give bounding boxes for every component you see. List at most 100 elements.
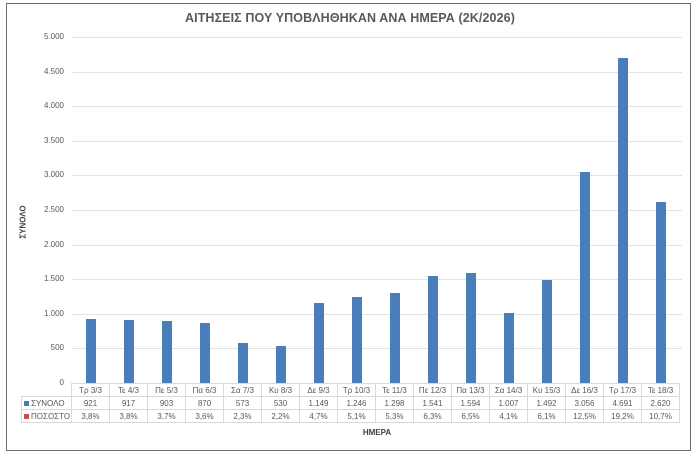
data-table: Τρ 3/3 Τε 4/3 Πε 5/3 Πα 6/3 Σα 7/3 Κυ 8/3 Δε 9… xyxy=(21,383,680,423)
percent-value-cell: 12,5% xyxy=(565,409,604,423)
gridline xyxy=(72,245,682,246)
data-table-header-row: Τρ 3/3 Τε 4/3 Πε 5/3 Πα 6/3 Σα 7/3 Κυ 8/3 Δε 9… xyxy=(21,383,680,397)
legend-label-total: ΣΥΝΟΛΟ xyxy=(31,398,65,408)
total-value-cell: 921 xyxy=(71,396,110,410)
bar[interactable] xyxy=(466,272,476,383)
bar[interactable] xyxy=(314,303,324,383)
total-value-cell: 870 xyxy=(185,396,224,410)
total-value-cell: 2.620 xyxy=(641,396,680,410)
gridline xyxy=(72,37,682,38)
gridline xyxy=(72,72,682,73)
y-tick-label: 3.000 xyxy=(43,170,64,180)
category-label: Σα 14/3 xyxy=(489,383,528,397)
percent-value-cell: 5,3% xyxy=(375,409,414,423)
category-label: Τρ 17/3 xyxy=(603,383,642,397)
category-label: Τε 4/3 xyxy=(109,383,148,397)
y-tick-label: 500 xyxy=(50,343,64,353)
y-tick-label: 1.500 xyxy=(43,274,64,284)
percent-value-cell: 3,6% xyxy=(185,409,224,423)
percent-value-cell: 4,1% xyxy=(489,409,528,423)
y-tick-label: 4.000 xyxy=(43,101,64,111)
percent-value-cell: 3,7% xyxy=(147,409,186,423)
total-value-cell: 1.149 xyxy=(299,396,338,410)
category-label: Πε 5/3 xyxy=(147,383,186,397)
y-tick-label: 1.000 xyxy=(43,308,64,318)
percent-value-cell: 5,1% xyxy=(337,409,376,423)
legend-key-percent xyxy=(24,413,29,419)
bar[interactable] xyxy=(580,171,590,383)
percent-value-cell: 6,3% xyxy=(413,409,452,423)
percent-value-cell: 10,7% xyxy=(641,409,680,423)
data-table-row-total: ΣΥΝΟΛΟ 921 917 903 870 573 530 1.149 1.246 1.298… xyxy=(21,396,680,410)
total-value-cell: 530 xyxy=(261,396,300,410)
percent-value-cell: 6,1% xyxy=(527,409,566,423)
percent-value-cell: 3,8% xyxy=(109,409,148,423)
bar[interactable] xyxy=(618,58,628,383)
total-value-cell: 1.298 xyxy=(375,396,414,410)
total-value-cell: 3.056 xyxy=(565,396,604,410)
total-value-cell: 917 xyxy=(109,396,148,410)
percent-value-cell: 2,2% xyxy=(261,409,300,423)
gridline xyxy=(72,175,682,176)
category-label: Πε 12/3 xyxy=(413,383,452,397)
y-tick-label: 5.000 xyxy=(43,32,64,41)
gridline xyxy=(72,141,682,142)
bar[interactable] xyxy=(86,319,96,383)
category-label: Σα 7/3 xyxy=(223,383,262,397)
bar[interactable] xyxy=(428,276,438,383)
gridline xyxy=(72,348,682,349)
category-label: Τε 18/3 xyxy=(641,383,680,397)
category-label: Τρ 10/3 xyxy=(337,383,376,397)
category-label: Δε 16/3 xyxy=(565,383,604,397)
legend-entry-total: ΣΥΝΟΛΟ xyxy=(21,396,72,410)
percent-value-cell: 2,3% xyxy=(223,409,262,423)
percent-value-cell: 3,8% xyxy=(71,409,110,423)
gridline xyxy=(72,210,682,211)
legend-key-total xyxy=(24,400,29,406)
x-axis-label: ΗΜΕΡΑ xyxy=(362,428,392,437)
total-value-cell: 573 xyxy=(223,396,262,410)
bar[interactable] xyxy=(162,320,172,383)
y-tick-label: 2.500 xyxy=(43,205,64,214)
bar[interactable] xyxy=(352,296,362,383)
y-tick-label: 3.500 xyxy=(43,135,64,145)
category-label: Τε 11/3 xyxy=(375,383,414,397)
bar[interactable] xyxy=(504,313,514,383)
chart-frame xyxy=(6,3,691,451)
total-value-cell: 903 xyxy=(147,396,186,410)
gridline xyxy=(72,106,682,107)
gridline xyxy=(72,279,682,280)
total-value-cell: 1.492 xyxy=(527,396,566,410)
bar[interactable] xyxy=(390,293,400,383)
bar[interactable] xyxy=(542,279,552,383)
y-tick-label: 4.500 xyxy=(43,66,64,76)
category-label: Πα 6/3 xyxy=(185,383,224,397)
data-table-row-percent: ΠΟΣΟΣΤΟ 3,8% 3,8% 3,7% 3,6% 2,3% 2,2% 4,7% 5,1%… xyxy=(21,409,680,423)
bar[interactable] xyxy=(124,319,134,383)
percent-value-cell: 4,7% xyxy=(299,409,338,423)
bar[interactable] xyxy=(276,346,286,383)
chart-title: ΑΙΤΗΣΕΙΣ ΠΟΥ ΥΠΟΒΛΗΘΗΚΑΝ ΑΝΑ ΗΜΕΡΑ (2Κ/2… xyxy=(185,11,515,25)
y-axis-label: ΣΥΝΟΛΟ xyxy=(18,205,28,239)
gridline xyxy=(72,314,682,315)
total-value-cell: 1.594 xyxy=(451,396,490,410)
legend-label-percent: ΠΟΣΟΣΤΟ xyxy=(31,411,71,421)
bar[interactable] xyxy=(200,322,210,383)
total-value-cell: 1.007 xyxy=(489,396,528,410)
category-label: Κυ 15/3 xyxy=(527,383,566,397)
total-value-cell: 1.246 xyxy=(337,396,376,410)
bar[interactable] xyxy=(656,201,666,383)
category-label: Τρ 3/3 xyxy=(71,383,110,397)
bar[interactable] xyxy=(238,343,248,383)
category-label: Πα 13/3 xyxy=(451,383,490,397)
legend-entry-percent: ΠΟΣΟΣΤΟ xyxy=(21,409,72,423)
total-value-cell: 4.691 xyxy=(603,396,642,410)
data-table-corner xyxy=(21,383,72,397)
y-tick-label: 2.000 xyxy=(43,239,64,249)
y-tick-label: 0 xyxy=(59,378,64,387)
percent-value-cell: 19,2% xyxy=(603,409,642,423)
category-label: Δε 9/3 xyxy=(299,383,338,397)
category-label: Κυ 8/3 xyxy=(261,383,300,397)
total-value-cell: 1.541 xyxy=(413,396,452,410)
percent-value-cell: 6,5% xyxy=(451,409,490,423)
